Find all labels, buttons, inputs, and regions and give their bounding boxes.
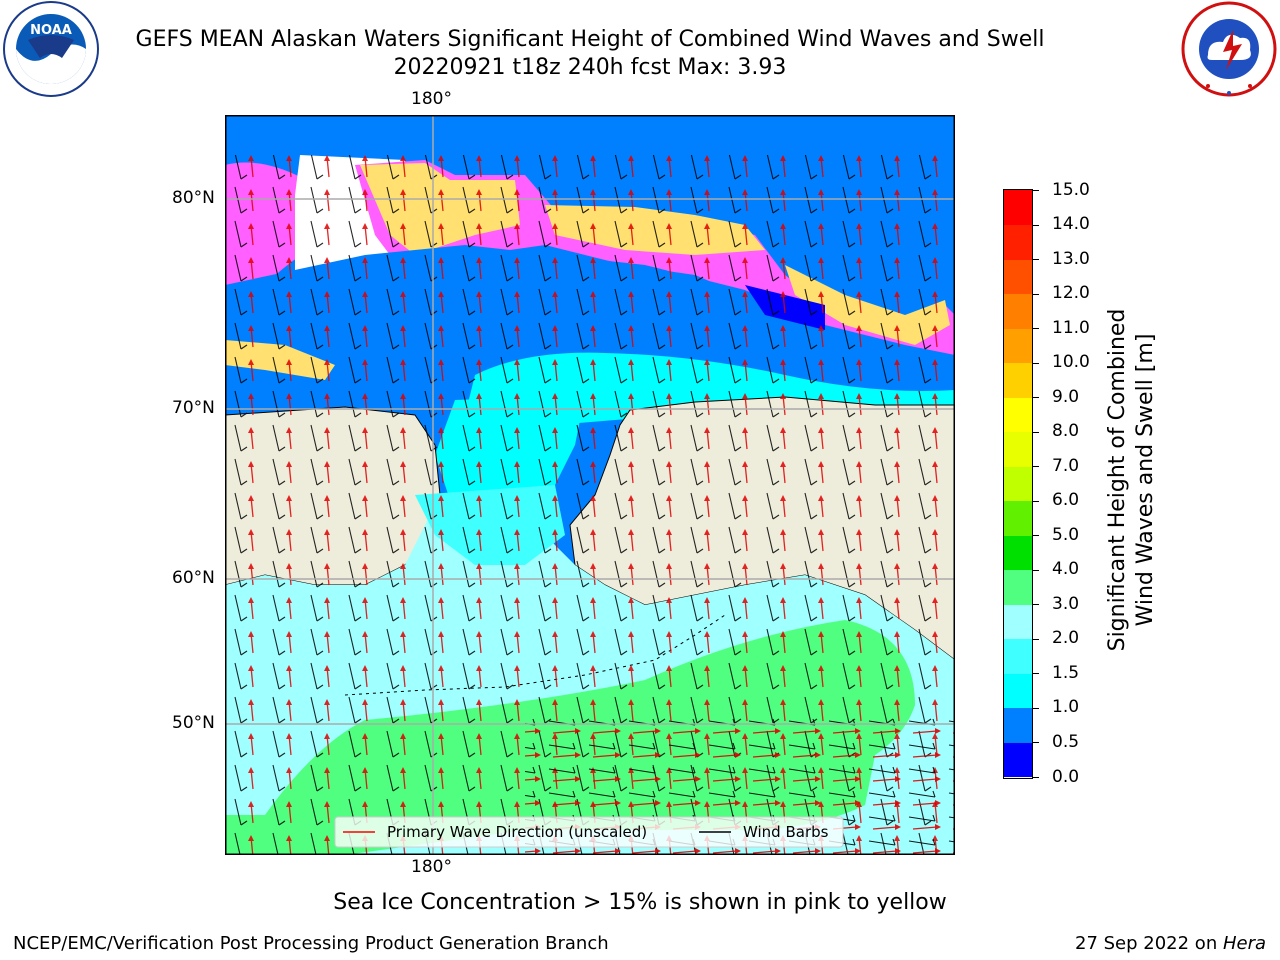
colorbar-tick <box>1033 500 1039 502</box>
colorbar-tick <box>1033 362 1039 364</box>
colorbar-segment <box>1004 604 1032 640</box>
colorbar-tick-label: 1.0 <box>1052 697 1080 718</box>
lat-label-60: 60°N <box>172 568 215 588</box>
noaa-logo: NOAA <box>3 1 99 97</box>
legend-label-wave: Primary Wave Direction (unscaled) <box>387 823 647 841</box>
colorbar-segment <box>1004 500 1032 536</box>
lat-label-80: 80°N <box>172 188 215 208</box>
colorbar <box>1003 189 1033 779</box>
colorbar-tick <box>1033 638 1039 640</box>
colorbar-tick-label: 3.0 <box>1052 593 1080 614</box>
chart-title: GEFS MEAN Alaskan Waters Significant Hei… <box>135 27 1045 52</box>
colorbar-tick <box>1033 259 1039 261</box>
colorbar-segment <box>1004 707 1032 743</box>
colorbar-segment <box>1004 259 1032 295</box>
colorbar-segment <box>1004 397 1032 433</box>
colorbar-tick <box>1033 328 1039 330</box>
colorbar-tick <box>1033 397 1039 399</box>
colorbar-segment <box>1004 466 1032 502</box>
lon-label-bottom: 180° <box>411 857 452 877</box>
colorbar-tick-label: 0.0 <box>1052 766 1080 787</box>
colorbar-tick-label: 0.5 <box>1052 731 1080 752</box>
lat-label-70: 70°N <box>172 398 215 418</box>
footer-host: Hera <box>1222 933 1266 954</box>
colorbar-tick-label: 11.0 <box>1052 317 1090 338</box>
colorbar-tick-label: 9.0 <box>1052 386 1080 407</box>
lon-label-top: 180° <box>411 89 452 109</box>
colorbar-tick-label: 7.0 <box>1052 455 1080 476</box>
colorbar-segment <box>1004 362 1032 398</box>
colorbar-tick-label: 13.0 <box>1052 248 1090 269</box>
colorbar-title-line1: Significant Height of Combined <box>1105 308 1130 652</box>
colorbar-tick <box>1033 673 1039 675</box>
colorbar-segment <box>1004 638 1032 674</box>
colorbar-title-wrap: Significant Height of Combined Wind Wave… <box>1102 170 1162 790</box>
footer-branch: NCEP/EMC/Verification Post Processing Pr… <box>13 933 609 954</box>
colorbar-tick-label: 6.0 <box>1052 490 1080 511</box>
lat-label-50: 50°N <box>172 713 215 733</box>
colorbar-tick-label: 2.0 <box>1052 628 1080 649</box>
colorbar-segment <box>1004 293 1032 329</box>
colorbar-tick <box>1033 569 1039 571</box>
colorbar-tick-label: 4.0 <box>1052 559 1080 580</box>
colorbar-tick-label: 8.0 <box>1052 421 1080 442</box>
colorbar-tick-label: 1.5 <box>1052 662 1080 683</box>
colorbar-tick <box>1033 535 1039 537</box>
colorbar-segment <box>1004 535 1032 571</box>
nws-logo <box>1181 1 1277 97</box>
noaa-logo-text: NOAA <box>30 23 72 38</box>
legend-box <box>334 816 844 848</box>
colorbar-tick-label: 15.0 <box>1052 179 1090 200</box>
colorbar-tick <box>1033 293 1039 295</box>
colorbar-tick <box>1033 224 1039 226</box>
colorbar-tick <box>1033 604 1039 606</box>
colorbar-segment <box>1004 328 1032 364</box>
colorbar-tick-label: 14.0 <box>1052 214 1090 235</box>
map-frame <box>225 115 955 855</box>
colorbar-tick-label: 5.0 <box>1052 524 1080 545</box>
colorbar-segment <box>1004 569 1032 605</box>
colorbar-tick <box>1033 707 1039 709</box>
legend-label-barb: Wind Barbs <box>743 823 829 841</box>
footer-date-text: 27 Sep 2022 on <box>1075 933 1223 954</box>
colorbar-tick <box>1033 742 1039 744</box>
chart-subtitle: 20220921 t18z 240h fcst Max: 3.93 <box>393 55 787 80</box>
colorbar-tick <box>1033 190 1039 191</box>
colorbar-segment <box>1004 224 1032 260</box>
colorbar-title-line2: Wind Waves and Swell [m] <box>1133 333 1158 627</box>
colorbar-tick-label: 10.0 <box>1052 352 1090 373</box>
sea-ice-note: Sea Ice Concentration > 15% is shown in … <box>333 890 947 915</box>
colorbar-segment <box>1004 190 1032 226</box>
map-plot: Primary Wave Direction (unscaled) Wind B… <box>225 115 955 855</box>
footer-date: 27 Sep 2022 on Hera <box>1075 933 1266 954</box>
wind-barbs-north <box>225 155 955 585</box>
colorbar-segment <box>1004 431 1032 467</box>
colorbar-tick <box>1033 777 1039 778</box>
colorbar-segment <box>1004 742 1032 778</box>
colorbar-tick <box>1033 431 1039 433</box>
colorbar-segment <box>1004 673 1032 709</box>
colorbar-tick <box>1033 466 1039 468</box>
colorbar-tick-label: 12.0 <box>1052 283 1090 304</box>
